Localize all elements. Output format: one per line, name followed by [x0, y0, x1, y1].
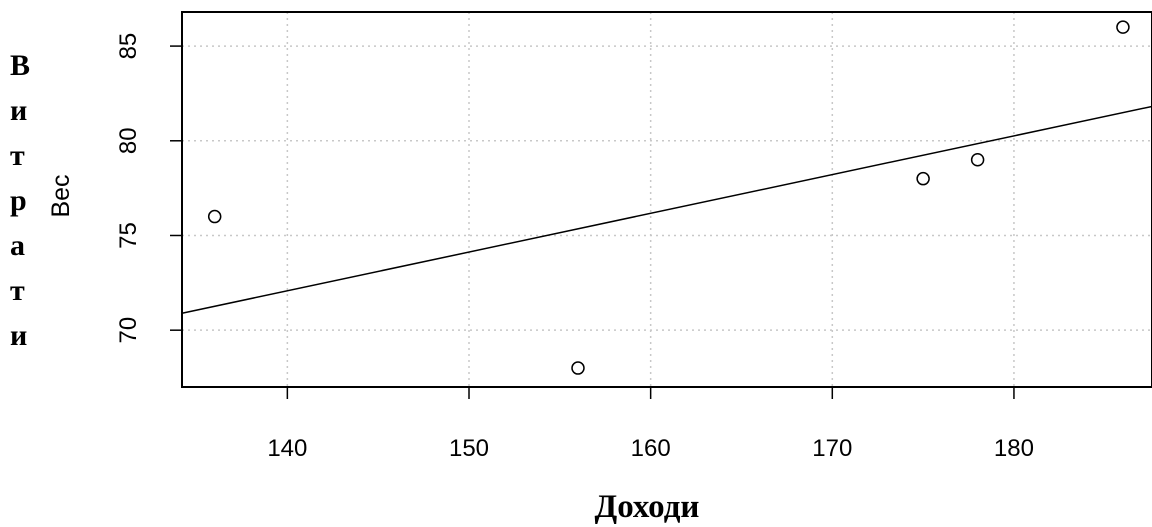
- data-point: [916, 171, 930, 186]
- side-label-letter: а: [10, 229, 25, 262]
- side-label-letter: и: [10, 319, 27, 352]
- y-tick-label: 85: [115, 33, 142, 60]
- side-label-letter: т: [10, 274, 25, 307]
- x-tick-label: 160: [631, 435, 671, 462]
- data-point: [207, 209, 222, 224]
- points-group: [207, 20, 1130, 375]
- data-point: [970, 152, 985, 167]
- x-tick-label: 140: [267, 435, 307, 462]
- y-tick-label: 75: [115, 222, 142, 249]
- x-tick-label: 150: [449, 435, 489, 462]
- trend-line: [181, 105, 1152, 314]
- side-label-letter: р: [10, 184, 27, 217]
- trend-line-group: [181, 105, 1152, 314]
- y-tick-label: 70: [115, 317, 142, 344]
- y-axis-title: Вес: [47, 174, 75, 217]
- bottom-label: Доходи: [595, 489, 700, 525]
- data-point: [571, 361, 585, 375]
- grid: [182, 12, 1152, 387]
- side-label-letter: и: [10, 94, 27, 127]
- y-axis: 70 75 80 85: [115, 33, 182, 344]
- x-tick-label: 180: [994, 435, 1034, 462]
- x-axis: 140 150 160 170 180: [267, 387, 1034, 462]
- plot-frame: [181, 11, 1152, 388]
- x-tick-label: 170: [812, 435, 852, 462]
- side-label-letter: В: [10, 49, 30, 82]
- side-label-letter: т: [10, 139, 25, 172]
- y-tick-label: 80: [115, 127, 142, 154]
- data-point: [1116, 20, 1130, 34]
